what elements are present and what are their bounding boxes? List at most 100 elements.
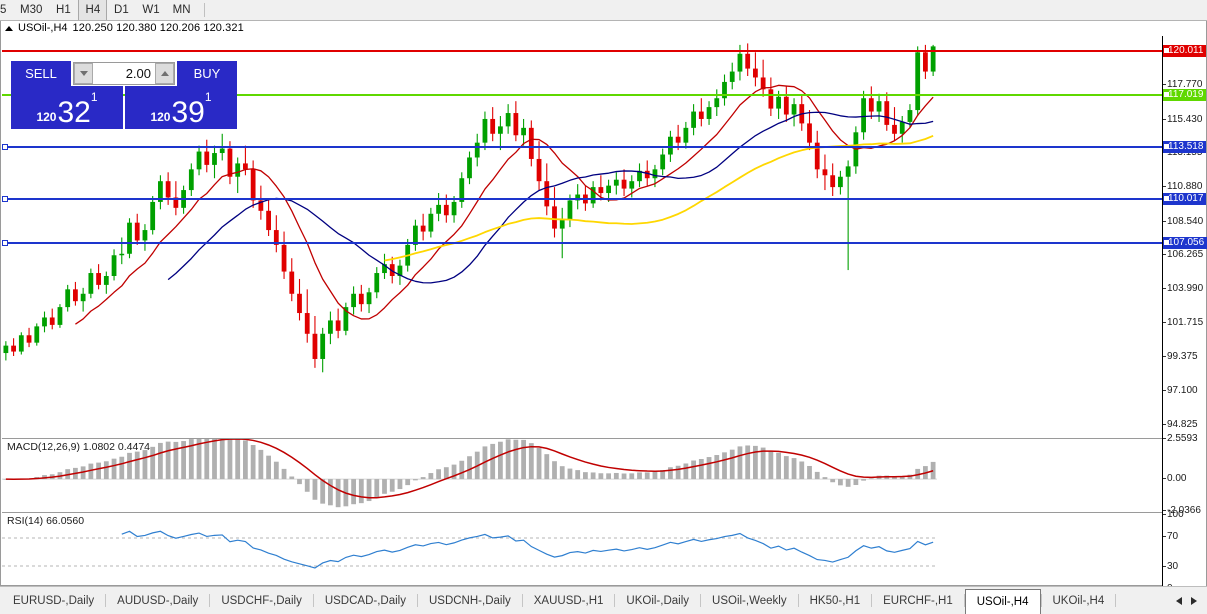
chart-tab[interactable]: EURUSD-,Daily: [13, 594, 95, 607]
rsi-scale-tick: 30: [1163, 561, 1178, 572]
tab-divider: [105, 594, 107, 607]
price-scale-tick: 110.880: [1163, 181, 1202, 192]
chart-tab[interactable]: USDCNH-,Daily: [428, 594, 511, 607]
badge-handle: [1164, 91, 1169, 97]
timeframe-toolbar: 5 M30 H1 H4 D1 W1 MN: [0, 0, 1207, 21]
price-scale-tick: 103.990: [1163, 283, 1203, 294]
scroll-right-icon[interactable]: [1191, 596, 1197, 605]
tab-scroll-arrows[interactable]: [1166, 587, 1207, 614]
chart-window[interactable]: USOil-,H4 120.250 120.380 120.206 120.32…: [0, 21, 1207, 606]
tab-divider: [963, 594, 965, 607]
chevron-up-icon: [160, 71, 169, 76]
rsi-scale-tick: 70: [1163, 531, 1178, 542]
chart-tab[interactable]: USDCHF-,Daily: [221, 594, 302, 607]
price-scale-tick: 99.375: [1163, 351, 1198, 362]
price-scale-tick: 115.430: [1163, 114, 1202, 125]
volume-decrement-button[interactable]: [74, 63, 93, 84]
timeframe-m30[interactable]: M30: [20, 4, 43, 16]
tab-divider: [209, 594, 211, 607]
price-chart-pane[interactable]: [2, 36, 1163, 436]
tab-divider: [1040, 594, 1042, 607]
scroll-left-icon[interactable]: [1176, 596, 1182, 605]
volume-increment-button[interactable]: [155, 63, 174, 84]
one-click-trading-panel[interactable]: SELL 2.00 BUY 120 32 1 120 39 1: [11, 61, 237, 129]
chart-tab[interactable]: UKOil-,Daily: [626, 594, 690, 607]
price-level-line[interactable]: [2, 93, 1163, 96]
price-level-line[interactable]: [2, 239, 1163, 246]
badge-handle: [1164, 47, 1169, 53]
sell-price-main: 32: [57, 96, 91, 129]
rsi-pane[interactable]: RSI(14) 66.0560: [2, 512, 1163, 588]
price-scale[interactable]: 117.770115.430113.155110.880108.540106.2…: [1162, 36, 1207, 594]
rsi-plot: [2, 530, 937, 569]
level-drag-handle[interactable]: [2, 195, 8, 202]
trade-panel-price-row: 120 32 1 120 39 1: [11, 86, 237, 129]
tab-divider: [1115, 594, 1117, 607]
sell-button[interactable]: 120 32 1: [11, 86, 123, 129]
badge-handle: [1164, 239, 1169, 245]
chart-tab[interactable]: USOil-,H4: [964, 589, 1041, 614]
buy-label[interactable]: BUY: [177, 61, 237, 86]
tab-divider: [700, 594, 702, 607]
toolbar-divider: [203, 3, 205, 17]
chart-tab[interactable]: XAUUSD-,H1: [533, 594, 604, 607]
price-scale-tick: 106.265: [1163, 249, 1203, 260]
price-level-line[interactable]: [2, 195, 1163, 202]
price-level-line[interactable]: [2, 49, 1163, 52]
chart-tab[interactable]: UKOil-,H4: [1052, 594, 1105, 607]
tab-divider: [871, 594, 873, 607]
sell-label[interactable]: SELL: [11, 61, 71, 86]
tab-divider: [797, 594, 799, 607]
timeframe-d1[interactable]: D1: [114, 4, 129, 16]
chart-tab[interactable]: EURCHF-,H1: [883, 594, 953, 607]
chart-tab-bar[interactable]: EURUSD-,Daily AUDUSD-,Daily USDCHF-,Daily U…: [0, 586, 1207, 614]
price-scale-tick: 108.540: [1163, 216, 1203, 227]
rsi-label: RSI(14) 66.0560: [7, 515, 85, 527]
price-scale-tick: 97.100: [1163, 385, 1198, 396]
chart-symbol-label: USOil-,H4: [18, 22, 68, 34]
chart-tab[interactable]: AUDUSD-,Daily: [117, 594, 199, 607]
macd-pane[interactable]: MACD(12,26,9) 1.0802 0.4474: [2, 438, 1163, 510]
tab-divider: [416, 594, 418, 607]
tab-divider: [521, 594, 523, 607]
price-scale-tick: 94.825: [1163, 419, 1198, 430]
level-drag-handle[interactable]: [2, 143, 8, 150]
price-level-line[interactable]: [2, 143, 1163, 150]
price-candles: [3, 43, 936, 373]
volume-stepper[interactable]: 2.00: [73, 62, 175, 85]
timeframe-h4[interactable]: H4: [78, 0, 108, 20]
timeframe-h1[interactable]: H1: [56, 4, 71, 16]
price-level-badge[interactable]: 107.056: [1163, 236, 1207, 249]
timeframe-mn[interactable]: MN: [172, 4, 191, 16]
macd-label: MACD(12,26,9) 1.0802 0.4474: [7, 441, 151, 453]
badge-handle: [1164, 143, 1169, 149]
timeframe-5[interactable]: 5: [0, 4, 7, 16]
chart-tab[interactable]: USOil-,Weekly: [712, 594, 787, 607]
buy-button[interactable]: 120 39 1: [125, 86, 237, 129]
tab-divider: [614, 594, 616, 607]
price-level-badge[interactable]: 117.019: [1163, 88, 1207, 101]
price-scale-tick: 117.770: [1163, 79, 1202, 90]
buy-price-main: 39: [171, 96, 205, 129]
timeframe-w1[interactable]: W1: [142, 4, 160, 16]
price-level-badge[interactable]: 120.011: [1163, 44, 1207, 57]
volume-input[interactable]: 2.00: [93, 63, 155, 84]
macd-scale-tick: 0.00: [1163, 473, 1186, 484]
tab-divider: [312, 594, 314, 607]
buy-price-fraction: 1: [204, 90, 212, 104]
level-drag-handle[interactable]: [2, 239, 8, 246]
macd-plot: [2, 439, 937, 508]
macd-scale-tick: 2.5593: [1163, 433, 1198, 444]
chart-tab[interactable]: USDCAD-,Daily: [324, 594, 406, 607]
sell-price-prefix: 120: [36, 110, 57, 124]
trade-panel-top-row: SELL 2.00 BUY: [11, 61, 237, 86]
chart-tab[interactable]: HK50-,H1: [809, 594, 861, 607]
price-level-badge[interactable]: 110.017: [1163, 192, 1207, 205]
rsi-scale-tick: 100: [1163, 509, 1184, 520]
chevron-down-icon: [79, 71, 88, 76]
macd-scale-tick: -2.0366: [1163, 505, 1201, 516]
collapse-triangle-icon[interactable]: [5, 25, 13, 31]
price-level-badge[interactable]: 113.518: [1163, 140, 1207, 153]
badge-handle: [1164, 195, 1169, 201]
chart-header: USOil-,H4 120.250 120.380 120.206 120.32…: [1, 21, 1206, 35]
